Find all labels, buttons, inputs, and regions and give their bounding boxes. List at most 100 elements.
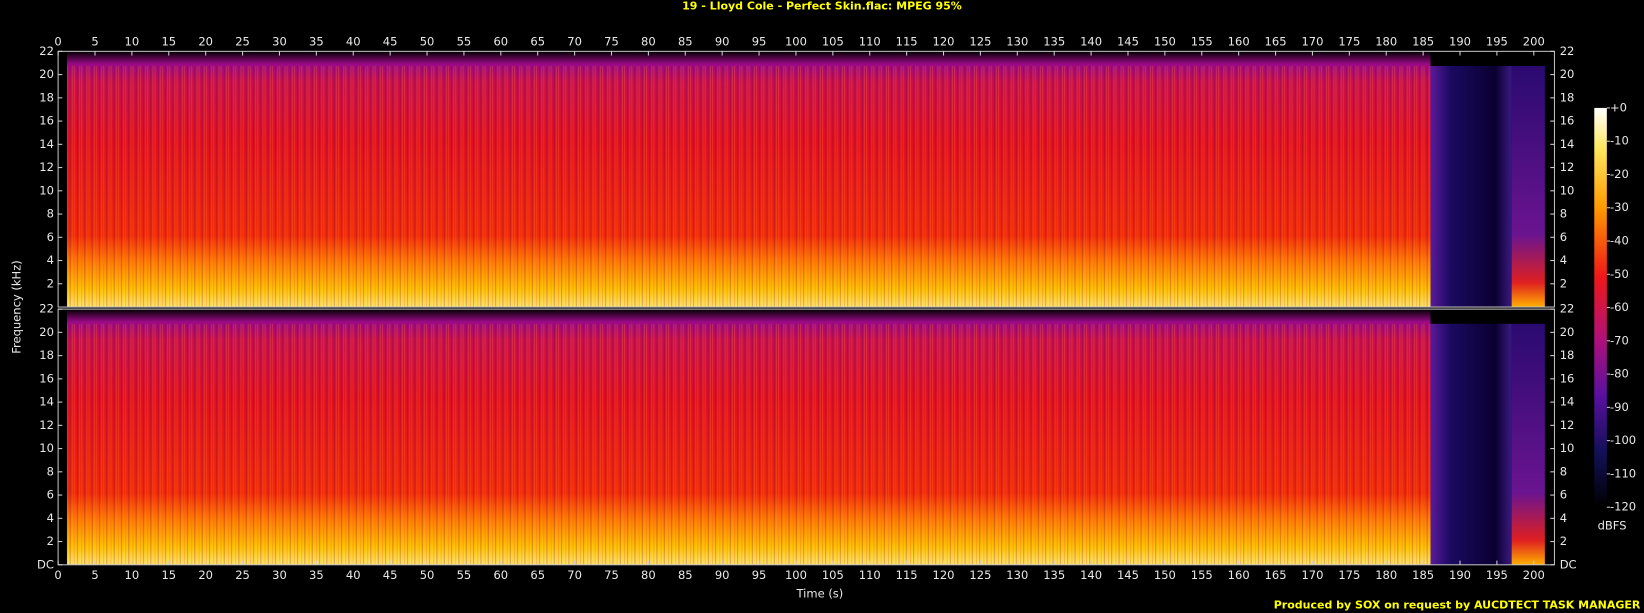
y-tick-label: 8 <box>47 207 54 221</box>
y-tick-label-right: 20 <box>1560 325 1575 339</box>
colorbar-tick-label: -80 <box>1610 367 1629 381</box>
y-axis-label: Frequency (kHz) <box>10 260 24 354</box>
colorbar-tick-label: -70 <box>1610 333 1629 347</box>
spectrum-texture <box>66 66 1431 308</box>
y-tick-label-right: 14 <box>1560 137 1575 151</box>
x-tick-label-top: 145 <box>1117 34 1139 48</box>
y-tick-label: 10 <box>39 441 54 455</box>
y-tick-label-right: 20 <box>1560 67 1575 81</box>
colorbar-tick-label: -40 <box>1610 234 1629 248</box>
colorbar-tick-label: -50 <box>1610 267 1629 281</box>
spectrum-cutoff <box>1430 323 1512 565</box>
y-tick-label-right: 12 <box>1560 418 1575 432</box>
x-tick-label: 140 <box>1080 568 1102 582</box>
y-tick-label: 22 <box>39 302 54 316</box>
y-tick-label: 8 <box>47 464 54 478</box>
x-tick-label-top: 185 <box>1412 34 1434 48</box>
x-tick-label-top: 110 <box>859 34 881 48</box>
x-tick-label: 195 <box>1486 568 1508 582</box>
y-tick-label: 4 <box>47 511 54 525</box>
x-tick-label: 30 <box>272 568 287 582</box>
x-tick-label: 130 <box>1006 568 1028 582</box>
colorbar-tick-label: -60 <box>1610 300 1629 314</box>
x-tick-label: 25 <box>235 568 250 582</box>
y-tick-label-right: 4 <box>1560 511 1567 525</box>
x-tick-label-top: 85 <box>678 34 693 48</box>
x-tick-label: 115 <box>896 568 918 582</box>
chart-title: 19 - Lloyd Cole - Perfect Skin.flac: MPE… <box>682 0 962 12</box>
y-tick-label-right: 2 <box>1560 276 1567 290</box>
x-tick-label-top: 0 <box>54 34 61 48</box>
x-tick-label-top: 180 <box>1375 34 1397 48</box>
x-tick-label: 45 <box>383 568 398 582</box>
x-tick-label: 100 <box>785 568 807 582</box>
x-tick-label-top: 10 <box>125 34 140 48</box>
y-tick-label-right: 10 <box>1560 183 1575 197</box>
x-tick-label: 0 <box>54 568 61 582</box>
y-tick-label-right: 22 <box>1560 44 1575 58</box>
y-tick-label-right: 10 <box>1560 441 1575 455</box>
x-tick-label: 65 <box>530 568 545 582</box>
x-tick-label-top: 80 <box>641 34 656 48</box>
panel-frame <box>57 50 1555 308</box>
y-tick-label: 10 <box>39 183 54 197</box>
x-tick-label: 165 <box>1265 568 1287 582</box>
x-tick-label-top: 140 <box>1080 34 1102 48</box>
y-tick-label-right: 12 <box>1560 160 1575 174</box>
y-tick-label-right: 6 <box>1560 230 1567 244</box>
x-tick-label-top: 135 <box>1043 34 1065 48</box>
y-tick-label: 2 <box>47 534 54 548</box>
x-tick-label-top: 125 <box>969 34 991 48</box>
x-tick-label-top: 100 <box>785 34 807 48</box>
x-tick-label: 80 <box>641 568 656 582</box>
x-tick-label: 150 <box>1154 568 1176 582</box>
y-tick-label: 20 <box>39 67 54 81</box>
y-tick-label-right: 14 <box>1560 395 1575 409</box>
x-tick-label: 125 <box>969 568 991 582</box>
colorbar-tick-label: -110 <box>1610 466 1636 480</box>
x-tick-label-top: 25 <box>235 34 250 48</box>
y-tick-label-right: 4 <box>1560 253 1567 267</box>
x-tick-label-top: 170 <box>1301 34 1323 48</box>
x-tick-label: 85 <box>678 568 693 582</box>
y-tick-label-right: 6 <box>1560 488 1567 502</box>
x-tick-label: 160 <box>1228 568 1250 582</box>
x-tick-label: 135 <box>1043 568 1065 582</box>
x-tick-label: 185 <box>1412 568 1434 582</box>
x-tick-label-top: 130 <box>1006 34 1028 48</box>
colorbar-tick-label: -30 <box>1610 200 1629 214</box>
y-tick-label: 18 <box>39 90 54 104</box>
x-tick-label: 40 <box>346 568 361 582</box>
y-tick-label: 12 <box>39 160 54 174</box>
x-tick-label-top: 160 <box>1228 34 1250 48</box>
x-tick-label-top: 45 <box>383 34 398 48</box>
x-tick-label-top: 105 <box>822 34 844 48</box>
x-tick-label-top: 115 <box>896 34 918 48</box>
y-tick-label-right: 18 <box>1560 90 1575 104</box>
colorbar-tick-label: -10 <box>1610 134 1629 148</box>
footer: Produced by SOX on request by AUCDTECT T… <box>1274 599 1641 612</box>
x-tick-label: 15 <box>161 568 176 582</box>
y-tick-label-right: 2 <box>1560 534 1567 548</box>
x-tick-label-top: 20 <box>198 34 213 48</box>
x-tick-label: 50 <box>420 568 435 582</box>
y-tick-label: 14 <box>39 395 54 409</box>
x-tick-label: 145 <box>1117 568 1139 582</box>
x-tick-label-top: 5 <box>91 34 98 48</box>
x-tick-label-top: 200 <box>1523 34 1545 48</box>
x-tick-label: 120 <box>933 568 955 582</box>
x-tick-label-top: 40 <box>346 34 361 48</box>
y-tick-label-right: DC <box>1560 557 1577 571</box>
x-axis-label: Time (s) <box>795 587 843 601</box>
y-tick-label: DC <box>37 557 54 571</box>
y-tick-label: 12 <box>39 418 54 432</box>
x-tick-label: 170 <box>1301 568 1323 582</box>
y-tick-label: 2 <box>47 276 54 290</box>
x-tick-label-top: 175 <box>1338 34 1360 48</box>
x-tick-label-top: 65 <box>530 34 545 48</box>
y-tick-label: 6 <box>47 488 54 502</box>
x-tick-label: 95 <box>752 568 767 582</box>
y-tick-label-right: 22 <box>1560 302 1575 316</box>
